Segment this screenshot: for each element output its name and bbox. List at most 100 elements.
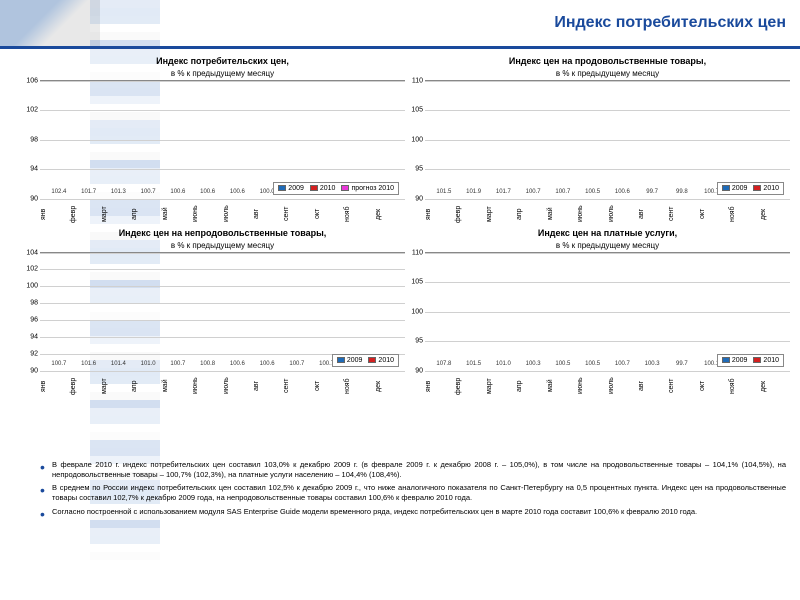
bar-value-label: 99.7: [676, 361, 688, 367]
chart-0: Индекс потребительских цен, в % к предыду…: [40, 56, 405, 226]
x-tick: июль: [223, 202, 253, 226]
charts-grid: Индекс потребительских цен, в % к предыду…: [40, 56, 790, 398]
chart-legend: 2009 2010 прогноз 2010: [273, 182, 399, 195]
x-tick: апр: [516, 374, 546, 398]
decorative-corner-image: [0, 0, 100, 48]
x-tick: февр: [70, 374, 100, 398]
bar-value-label: 107.8: [436, 361, 451, 367]
x-tick: дек: [760, 374, 790, 398]
y-axis: 9095100105110: [403, 81, 423, 199]
bar-value-label: 99.7: [646, 189, 658, 195]
bar-value-label: 100.7: [526, 189, 541, 195]
x-tick: июнь: [577, 374, 607, 398]
bullet-item: В феврале 2010 г. индекс потребительских…: [40, 460, 786, 480]
legend-label: 2010: [763, 185, 779, 192]
bar-value-label: 100.7: [141, 189, 156, 195]
x-tick: янв: [40, 202, 70, 226]
chart-legend: 2009 2010: [717, 182, 784, 195]
x-tick: янв: [425, 374, 455, 398]
legend-swatch: [341, 185, 349, 191]
legend-swatch: [368, 357, 376, 363]
x-tick: июнь: [577, 202, 607, 226]
legend-label: 2010: [763, 357, 779, 364]
bullet-item: В среднем по России индекс потребительск…: [40, 483, 786, 503]
bar-value-label: 100.5: [585, 361, 600, 367]
x-tick: сент: [668, 374, 698, 398]
bar-value-label: 100.7: [170, 361, 185, 367]
chart-plot: 9095100105110101.5101.9101.7100.7100.710…: [425, 80, 790, 200]
bar-value-label: 100.6: [260, 361, 275, 367]
legend-item: прогноз 2010: [341, 185, 394, 192]
bar-value-label: 101.3: [111, 189, 126, 195]
y-axis: 909498102106: [18, 81, 38, 199]
legend-label: 2009: [732, 185, 748, 192]
x-tick: сент: [283, 374, 313, 398]
chart-subtitle: в % к предыдущему месяцу: [425, 69, 790, 78]
bar-value-label: 99.8: [676, 189, 688, 195]
x-tick: дек: [760, 202, 790, 226]
legend-swatch: [278, 185, 286, 191]
x-tick: окт: [699, 374, 729, 398]
x-tick: авг: [253, 374, 283, 398]
x-tick: нояб: [344, 202, 374, 226]
legend-label: прогноз 2010: [351, 185, 394, 192]
x-tick: нояб: [729, 374, 759, 398]
x-tick: июнь: [192, 202, 222, 226]
bar-value-label: 100.6: [170, 189, 185, 195]
chart-legend: 2009 2010: [717, 354, 784, 367]
bar-value-label: 100.3: [526, 361, 541, 367]
x-tick: сент: [668, 202, 698, 226]
chart-title: Индекс потребительских цен,: [40, 56, 405, 67]
x-tick: окт: [314, 374, 344, 398]
x-tick: май: [547, 374, 577, 398]
x-tick: апр: [131, 374, 161, 398]
legend-label: 2010: [320, 185, 336, 192]
bar-value-label: 101.4: [111, 361, 126, 367]
x-tick: март: [101, 374, 131, 398]
x-tick: март: [486, 202, 516, 226]
x-axis: янвфеврмартапрмайиюньиюльавгсентоктноябд…: [425, 374, 790, 398]
legend-swatch: [753, 357, 761, 363]
x-tick: янв: [40, 374, 70, 398]
legend-swatch: [753, 185, 761, 191]
legend-label: 2010: [378, 357, 394, 364]
legend-swatch: [310, 185, 318, 191]
x-axis: янвфеврмартапрмайиюньиюльавгсентоктноябд…: [425, 202, 790, 226]
x-axis: янвфеврмартапрмайиюньиюльавгсентоктноябд…: [40, 202, 405, 226]
bar-value-label: 100.3: [645, 361, 660, 367]
bar-value-label: 101.9: [466, 189, 481, 195]
chart-title: Индекс цен на непродовольственные товары…: [40, 228, 405, 239]
chart-subtitle: в % к предыдущему месяцу: [40, 69, 405, 78]
x-tick: сент: [283, 202, 313, 226]
legend-item: 2010: [310, 185, 336, 192]
legend-item: 2009: [722, 357, 748, 364]
legend-swatch: [722, 185, 730, 191]
chart-title: Индекс цен на продовольственные товары,: [425, 56, 790, 67]
bar-value-label: 101.6: [81, 361, 96, 367]
bar-value-label: 102.4: [51, 189, 66, 195]
legend-label: 2009: [347, 357, 363, 364]
bar-value-label: 101.5: [436, 189, 451, 195]
legend-swatch: [337, 357, 345, 363]
bar-value-label: 101.7: [496, 189, 511, 195]
bar-value-label: 100.6: [230, 361, 245, 367]
x-tick: июль: [608, 202, 638, 226]
x-tick: февр: [455, 202, 485, 226]
title-underline: [0, 46, 800, 49]
legend-item: 2010: [753, 185, 779, 192]
x-tick: май: [162, 374, 192, 398]
page-title: Индекс потребительских цен: [554, 14, 786, 32]
bullet-list: В феврале 2010 г. индекс потребительских…: [40, 460, 786, 520]
legend-label: 2009: [288, 185, 304, 192]
bar-value-label: 100.5: [555, 361, 570, 367]
legend-item: 2010: [368, 357, 394, 364]
bar-value-label: 100.7: [289, 361, 304, 367]
x-tick: авг: [638, 202, 668, 226]
bar-value-label: 100.6: [230, 189, 245, 195]
legend-item: 2010: [753, 357, 779, 364]
x-tick: авг: [638, 374, 668, 398]
chart-3: Индекс цен на платные услуги,в % к преды…: [425, 228, 790, 398]
x-tick: июль: [223, 374, 253, 398]
x-tick: нояб: [344, 374, 374, 398]
x-tick: апр: [516, 202, 546, 226]
